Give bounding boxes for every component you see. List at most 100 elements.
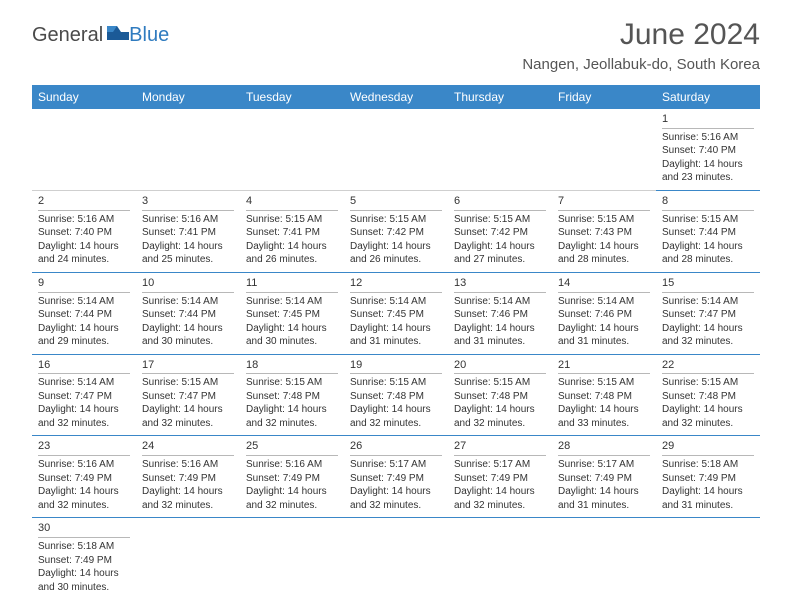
week-row: 9Sunrise: 5:14 AMSunset: 7:44 PMDaylight… — [32, 272, 760, 354]
daylight-text: Daylight: 14 hours and 32 minutes. — [454, 485, 546, 512]
sunset-text: Sunset: 7:40 PM — [662, 144, 754, 158]
sunset-text: Sunset: 7:47 PM — [38, 390, 130, 404]
sunrise-text: Sunrise: 5:15 AM — [558, 376, 650, 390]
day-number: 11 — [246, 276, 338, 293]
sunrise-text: Sunrise: 5:15 AM — [454, 376, 546, 390]
day-info: Sunrise: 5:18 AMSunset: 7:49 PMDaylight:… — [38, 540, 130, 594]
day-cell: 7Sunrise: 5:15 AMSunset: 7:43 PMDaylight… — [552, 190, 656, 272]
daylight-text: Daylight: 14 hours and 33 minutes. — [558, 403, 650, 430]
day-info: Sunrise: 5:15 AMSunset: 7:44 PMDaylight:… — [662, 213, 754, 267]
daylight-text: Daylight: 14 hours and 23 minutes. — [662, 158, 754, 185]
daylight-text: Daylight: 14 hours and 26 minutes. — [246, 240, 338, 267]
sunrise-text: Sunrise: 5:14 AM — [246, 295, 338, 309]
day-info: Sunrise: 5:14 AMSunset: 7:44 PMDaylight:… — [142, 295, 234, 349]
day-number: 28 — [558, 439, 650, 456]
daylight-text: Daylight: 14 hours and 32 minutes. — [38, 403, 130, 430]
day-cell: 25Sunrise: 5:16 AMSunset: 7:49 PMDayligh… — [240, 436, 344, 518]
sunset-text: Sunset: 7:46 PM — [454, 308, 546, 322]
day-cell: 11Sunrise: 5:14 AMSunset: 7:45 PMDayligh… — [240, 272, 344, 354]
day-info: Sunrise: 5:14 AMSunset: 7:45 PMDaylight:… — [350, 295, 442, 349]
sunset-text: Sunset: 7:49 PM — [38, 472, 130, 486]
daylight-text: Daylight: 14 hours and 26 minutes. — [350, 240, 442, 267]
day-cell: 14Sunrise: 5:14 AMSunset: 7:46 PMDayligh… — [552, 272, 656, 354]
empty-cell — [344, 109, 448, 190]
sunset-text: Sunset: 7:49 PM — [350, 472, 442, 486]
sunset-text: Sunset: 7:41 PM — [246, 226, 338, 240]
day-info: Sunrise: 5:15 AMSunset: 7:42 PMDaylight:… — [350, 213, 442, 267]
day-cell: 20Sunrise: 5:15 AMSunset: 7:48 PMDayligh… — [448, 354, 552, 436]
day-number: 23 — [38, 439, 130, 456]
daylight-text: Daylight: 14 hours and 31 minutes. — [350, 322, 442, 349]
sunrise-text: Sunrise: 5:14 AM — [558, 295, 650, 309]
day-number: 1 — [662, 112, 754, 129]
sunrise-text: Sunrise: 5:16 AM — [38, 213, 130, 227]
sunset-text: Sunset: 7:44 PM — [38, 308, 130, 322]
daylight-text: Daylight: 14 hours and 28 minutes. — [662, 240, 754, 267]
day-info: Sunrise: 5:15 AMSunset: 7:41 PMDaylight:… — [246, 213, 338, 267]
daylight-text: Daylight: 14 hours and 30 minutes. — [246, 322, 338, 349]
day-cell: 9 Sunrise: 5:14 AMSunset: 7:44 PMDaylight… — [32, 272, 136, 354]
sunset-text: Sunset: 7:47 PM — [662, 308, 754, 322]
day-header: Wednesday — [344, 85, 448, 109]
sunset-text: Sunset: 7:48 PM — [662, 390, 754, 404]
sunrise-text: Sunrise: 5:16 AM — [142, 458, 234, 472]
daylight-text: Daylight: 14 hours and 24 minutes. — [38, 240, 130, 267]
day-number: 9 — [38, 276, 130, 293]
sunrise-text: Sunrise: 5:14 AM — [38, 295, 130, 309]
day-info: Sunrise: 5:14 AMSunset: 7:47 PMDaylight:… — [662, 295, 754, 349]
week-row: 30Sunrise: 5:18 AMSunset: 7:49 PMDayligh… — [32, 518, 760, 599]
day-number: 15 — [662, 276, 754, 293]
sunrise-text: Sunrise: 5:15 AM — [662, 213, 754, 227]
day-header-row: SundayMondayTuesdayWednesdayThursdayFrid… — [32, 85, 760, 109]
sunrise-text: Sunrise: 5:15 AM — [246, 213, 338, 227]
sunset-text: Sunset: 7:49 PM — [454, 472, 546, 486]
day-info: Sunrise: 5:17 AMSunset: 7:49 PMDaylight:… — [558, 458, 650, 512]
day-cell: 23 Sunrise: 5:16 AMSunset: 7:49 PMDayligh… — [32, 436, 136, 518]
day-header: Monday — [136, 85, 240, 109]
day-cell: 6Sunrise: 5:15 AMSunset: 7:42 PMDaylight… — [448, 190, 552, 272]
title-block: June 2024 Nangen, Jeollabuk-do, South Ko… — [522, 18, 760, 73]
sunrise-text: Sunrise: 5:17 AM — [350, 458, 442, 472]
sunrise-text: Sunrise: 5:14 AM — [350, 295, 442, 309]
sunset-text: Sunset: 7:42 PM — [350, 226, 442, 240]
day-info: Sunrise: 5:15 AMSunset: 7:48 PMDaylight:… — [350, 376, 442, 430]
week-row: 1Sunrise: 5:16 AMSunset: 7:40 PMDaylight… — [32, 109, 760, 190]
day-info: Sunrise: 5:16 AMSunset: 7:49 PMDaylight:… — [246, 458, 338, 512]
day-cell: 28 Sunrise: 5:17 AMSunset: 7:49 PMDayligh… — [552, 436, 656, 518]
sunset-text: Sunset: 7:49 PM — [246, 472, 338, 486]
day-info: Sunrise: 5:16 AMSunset: 7:49 PMDaylight:… — [38, 458, 130, 512]
daylight-text: Daylight: 14 hours and 29 minutes. — [38, 322, 130, 349]
day-info: Sunrise: 5:18 AMSunset: 7:49 PMDaylight:… — [662, 458, 754, 512]
day-number: 7 — [558, 194, 650, 211]
day-cell: 13Sunrise: 5:14 AMSunset: 7:46 PMDayligh… — [448, 272, 552, 354]
daylight-text: Daylight: 14 hours and 25 minutes. — [142, 240, 234, 267]
daylight-text: Daylight: 14 hours and 32 minutes. — [38, 485, 130, 512]
sunrise-text: Sunrise: 5:15 AM — [350, 376, 442, 390]
brand-text-2: Blue — [129, 24, 169, 47]
daylight-text: Daylight: 14 hours and 31 minutes. — [558, 485, 650, 512]
day-info: Sunrise: 5:14 AMSunset: 7:46 PMDaylight:… — [454, 295, 546, 349]
sunset-text: Sunset: 7:48 PM — [558, 390, 650, 404]
daylight-text: Daylight: 14 hours and 32 minutes. — [350, 485, 442, 512]
sunset-text: Sunset: 7:48 PM — [454, 390, 546, 404]
header: General Blue June 2024 Nangen, Jeollabuk… — [0, 0, 792, 77]
empty-cell — [32, 109, 136, 190]
day-cell: 8Sunrise: 5:15 AMSunset: 7:44 PMDaylight… — [656, 190, 760, 272]
day-cell: 10 Sunrise: 5:14 AMSunset: 7:44 PMDayligh… — [136, 272, 240, 354]
daylight-text: Daylight: 14 hours and 30 minutes. — [38, 567, 130, 594]
day-number: 18 — [246, 358, 338, 375]
empty-cell — [448, 109, 552, 190]
sunrise-text: Sunrise: 5:15 AM — [246, 376, 338, 390]
empty-cell — [136, 518, 240, 599]
sunset-text: Sunset: 7:44 PM — [142, 308, 234, 322]
daylight-text: Daylight: 14 hours and 32 minutes. — [662, 403, 754, 430]
day-info: Sunrise: 5:15 AMSunset: 7:48 PMDaylight:… — [454, 376, 546, 430]
day-cell: 3Sunrise: 5:16 AMSunset: 7:41 PMDaylight… — [136, 190, 240, 272]
sunset-text: Sunset: 7:40 PM — [38, 226, 130, 240]
empty-cell — [448, 518, 552, 599]
day-number: 10 — [142, 276, 234, 293]
day-number: 4 — [246, 194, 338, 211]
day-cell: 4 Sunrise: 5:15 AMSunset: 7:41 PMDaylight… — [240, 190, 344, 272]
daylight-text: Daylight: 14 hours and 32 minutes. — [246, 403, 338, 430]
day-header: Sunday — [32, 85, 136, 109]
